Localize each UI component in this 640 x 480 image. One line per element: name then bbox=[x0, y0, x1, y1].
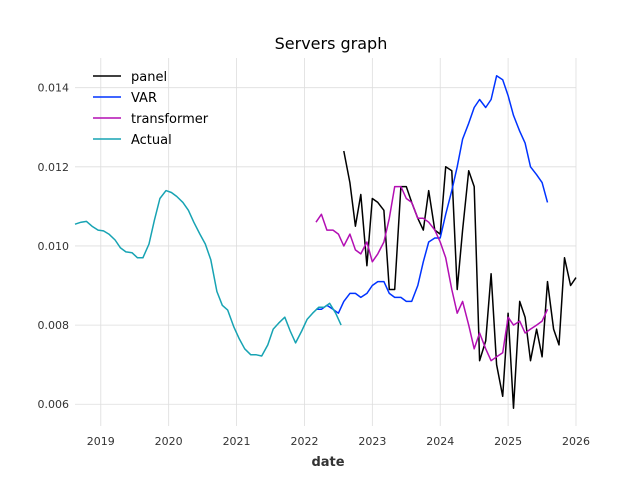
x-tick-label: 2021 bbox=[223, 435, 251, 448]
x-tick-label: 2025 bbox=[494, 435, 522, 448]
y-tick-label: 0.014 bbox=[38, 82, 70, 95]
y-tick-label: 0.012 bbox=[38, 161, 70, 174]
x-tick-label: 2026 bbox=[562, 435, 590, 448]
legend-label: panel bbox=[131, 70, 167, 85]
x-tick-label: 2022 bbox=[290, 435, 318, 448]
x-tick-label: 2024 bbox=[426, 435, 454, 448]
legend-label: VAR bbox=[131, 91, 157, 106]
series-line-actual bbox=[74, 189, 342, 357]
y-tick-label: 0.010 bbox=[38, 240, 70, 253]
x-axis-label: date bbox=[311, 455, 344, 470]
series-layer bbox=[74, 75, 577, 409]
series-line-transformer bbox=[315, 185, 549, 362]
x-tick-label: 2019 bbox=[87, 435, 115, 448]
legend: panel VAR transformer Actual bbox=[93, 70, 209, 148]
legend-label: transformer bbox=[131, 112, 209, 127]
series-line-panel bbox=[343, 150, 577, 409]
y-axis: 0.006 0.008 0.010 0.012 0.014 bbox=[38, 82, 70, 412]
series-line-var bbox=[316, 75, 549, 314]
y-tick-label: 0.006 bbox=[38, 398, 70, 411]
chart-title: Servers graph bbox=[275, 34, 388, 53]
legend-label: Actual bbox=[131, 133, 172, 148]
y-tick-label: 0.008 bbox=[38, 319, 70, 332]
x-axis: 2019 2020 2021 2022 2023 2024 2025 2026 bbox=[87, 435, 590, 448]
x-tick-label: 2023 bbox=[358, 435, 386, 448]
x-tick-label: 2020 bbox=[155, 435, 183, 448]
